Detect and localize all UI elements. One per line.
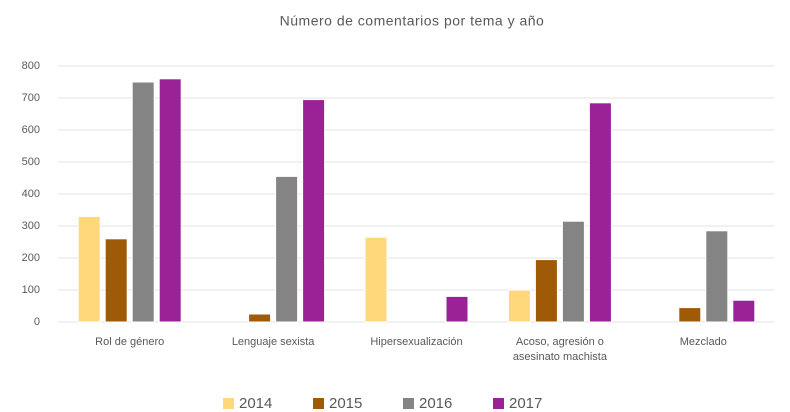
- y-tick-label: 500: [22, 156, 40, 168]
- chart-title: Número de comentarios por tema y año: [280, 13, 545, 29]
- x-tick-label: Mezclado: [680, 336, 727, 348]
- bar: [534, 259, 558, 323]
- bar: [705, 230, 729, 323]
- bar: [248, 313, 272, 323]
- bar: [302, 99, 326, 323]
- bar: [561, 220, 585, 323]
- bar: [77, 215, 101, 323]
- legend-label: 2016: [419, 395, 452, 412]
- y-tick-label: 700: [22, 92, 40, 104]
- legend-swatch: [403, 398, 414, 409]
- bar: [158, 78, 182, 323]
- x-tick-label: Rol de género: [95, 336, 164, 348]
- bar: [445, 295, 469, 323]
- legend-swatch: [223, 398, 234, 409]
- bar: [732, 299, 756, 323]
- x-tick-label: Lenguaje sexista: [232, 336, 315, 348]
- x-tick-label: Acoso, agresión o asesinato machista: [513, 336, 608, 363]
- legend-label: 2015: [329, 395, 362, 412]
- y-tick-label: 400: [22, 188, 40, 200]
- legend-label: 2017: [509, 395, 542, 412]
- bar: [131, 81, 155, 323]
- legend-swatch: [493, 398, 504, 409]
- bar: [104, 238, 128, 323]
- bar: [275, 175, 299, 323]
- legend-swatch: [313, 398, 324, 409]
- bar: [507, 289, 531, 323]
- x-tick-label: Hipersexualización: [370, 336, 462, 348]
- bar: [364, 236, 388, 323]
- y-tick-label: 200: [22, 252, 40, 264]
- bar: [588, 102, 612, 323]
- legend-label: 2014: [239, 395, 272, 412]
- y-tick-label: 300: [22, 220, 40, 232]
- bar: [678, 307, 702, 323]
- y-tick-label: 100: [22, 284, 40, 296]
- y-tick-label: 800: [22, 60, 40, 72]
- y-tick-label: 600: [22, 124, 40, 136]
- y-tick-label: 0: [34, 316, 40, 328]
